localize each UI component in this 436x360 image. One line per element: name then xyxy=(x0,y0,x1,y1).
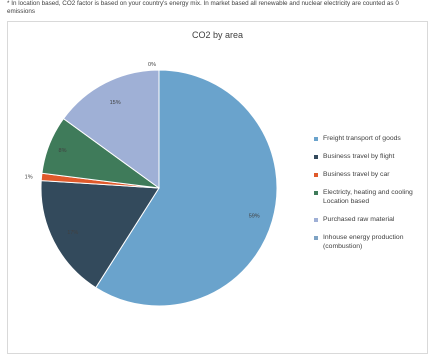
legend-item-business-travel-by-car: Business travel by car xyxy=(314,170,434,179)
legend-item-inhouse-energy-production-combustion: Inhouse energy production (combustion) xyxy=(314,233,434,251)
data-label-business-travel-by-car: 1% xyxy=(25,174,33,180)
legend-item-electricty-heating-and-cooling-location-based: Electricty, heating and cooling Location… xyxy=(314,188,434,206)
legend-label: Business travel by flight xyxy=(323,153,395,160)
footnote: * In location based, CO2 factor is based… xyxy=(7,0,399,15)
data-label-inhouse-energy-production-combustion: 0% xyxy=(148,62,156,68)
legend-swatch xyxy=(314,172,318,177)
data-label-business-travel-by-flight: 17% xyxy=(67,230,78,236)
chart-area: CO2 by area 59% 17% 1% 8% 15% 0% Freight tran… xyxy=(7,21,428,354)
legend-swatch xyxy=(314,217,318,222)
legend-item-purchased-raw-material: Purchased raw material xyxy=(314,215,434,224)
legend-swatch xyxy=(314,154,318,159)
legend-swatch xyxy=(314,136,318,141)
legend-label: Inhouse energy production (combustion) xyxy=(323,234,404,250)
legend-label: Freight transport of goods xyxy=(323,135,401,142)
legend-item-business-travel-by-flight: Business travel by flight xyxy=(314,152,434,161)
legend-swatch xyxy=(314,235,318,240)
pie-chart: 59% 17% 1% 8% 15% 0% xyxy=(25,62,278,307)
legend-item-freight-transport-of-goods: Freight transport of goods xyxy=(314,134,434,143)
data-label-purchased-raw-material: 15% xyxy=(110,100,121,106)
pie-slice-freight-transport-of-goods xyxy=(95,69,278,307)
chart-title: CO2 by area xyxy=(191,30,244,40)
legend-label: Electricty, heating and cooling Location… xyxy=(323,189,413,205)
legend-label: Purchased raw material xyxy=(323,216,395,223)
chart-legend: Freight transport of goods Business trave… xyxy=(314,134,434,260)
data-label-electricty-heating-and-cooling-location-based: 8% xyxy=(59,148,67,154)
data-label-freight-transport-of-goods: 59% xyxy=(249,214,260,220)
pie-slice-business-travel-by-flight xyxy=(40,180,160,289)
legend-label: Business travel by car xyxy=(323,171,390,178)
legend-swatch xyxy=(314,190,318,195)
pie-slice-purchased-raw-material xyxy=(62,69,160,189)
